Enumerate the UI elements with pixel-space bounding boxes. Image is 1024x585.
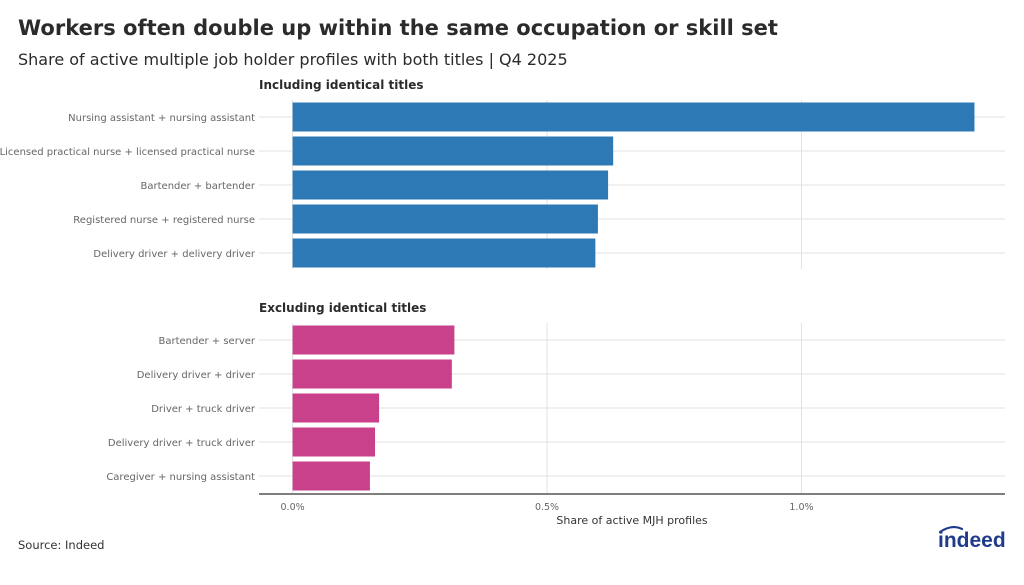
category-label: Caregiver + nursing assistant — [106, 472, 255, 483]
category-label: Nursing assistant + nursing assistant — [68, 113, 255, 124]
indeed-logo: indeed — [938, 526, 1006, 552]
bar — [292, 461, 370, 491]
category-label: Delivery driver + truck driver — [108, 438, 256, 449]
category-label: Registered nurse + registered nurse — [73, 215, 255, 226]
panel-title-including: Including identical titles — [259, 78, 424, 92]
bar — [292, 170, 609, 200]
x-tick-label: 0.5% — [535, 502, 559, 513]
category-label: Bartender + bartender — [141, 181, 256, 192]
x-axis-title: Share of active MJH profiles — [556, 514, 708, 527]
bar — [292, 136, 614, 166]
bar — [292, 238, 596, 268]
bar — [292, 393, 380, 423]
bar — [292, 204, 598, 234]
category-label: Driver + truck driver — [151, 404, 256, 415]
x-tick-label: 1.0% — [789, 502, 813, 513]
panel-title-excluding: Excluding identical titles — [259, 301, 427, 315]
bar — [292, 359, 452, 389]
chart-subtitle: Share of active multiple job holder prof… — [18, 50, 568, 69]
bar — [292, 102, 975, 132]
bar — [292, 427, 376, 457]
category-label: Bartender + server — [158, 336, 255, 347]
chart-title: Workers often double up within the same … — [18, 16, 778, 40]
category-label: Delivery driver + driver — [137, 370, 256, 381]
bar — [292, 325, 455, 355]
x-tick-label: 0.0% — [281, 502, 305, 513]
category-label: Licensed practical nurse + licensed prac… — [0, 147, 255, 158]
category-label: Delivery driver + delivery driver — [93, 249, 255, 260]
source-note: Source: Indeed — [18, 538, 105, 552]
indeed-logo-text: indeed — [938, 529, 1006, 552]
